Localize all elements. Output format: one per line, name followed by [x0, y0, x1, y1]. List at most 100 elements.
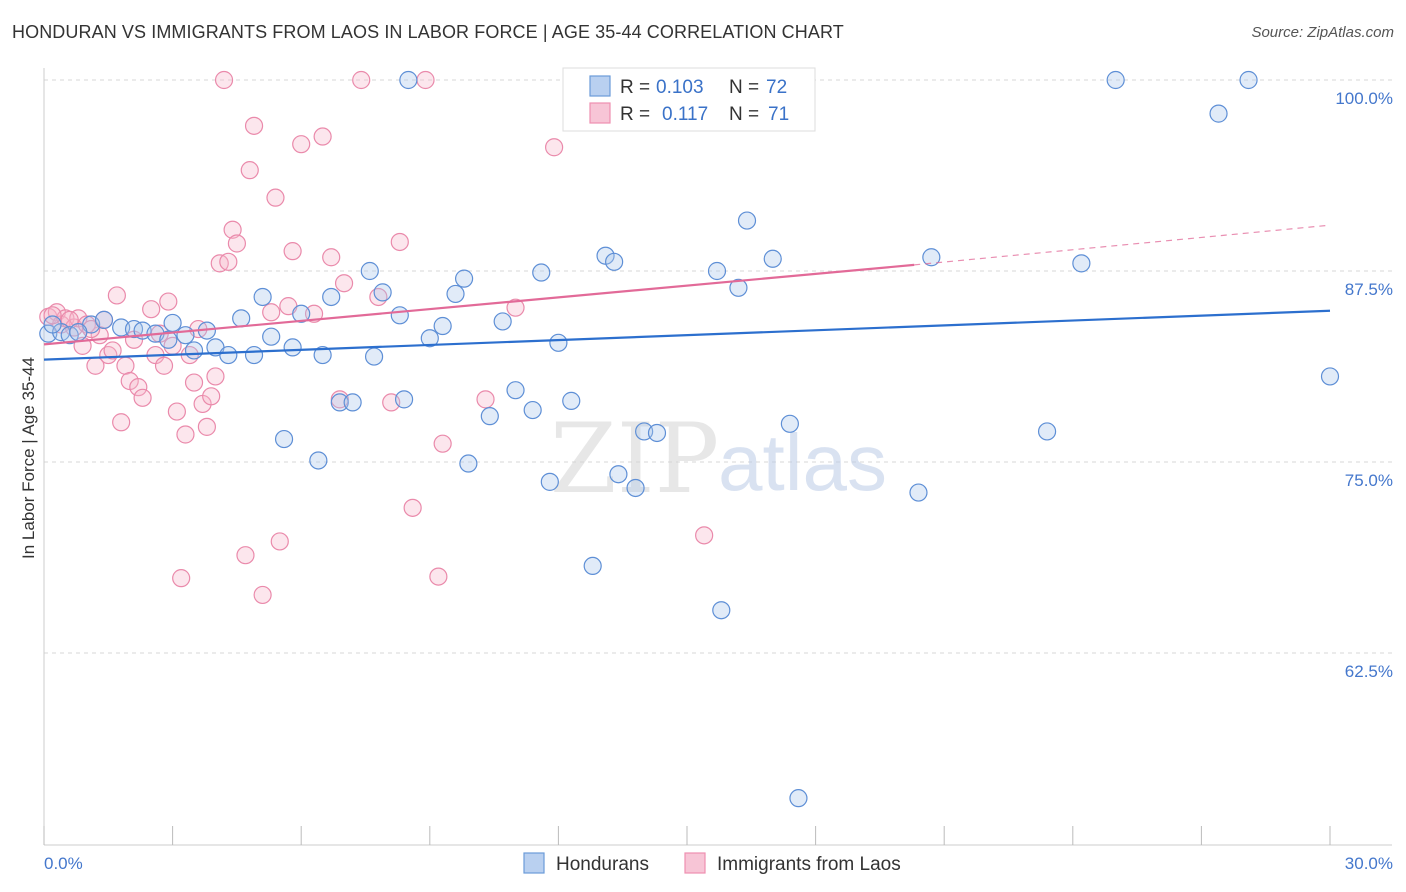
honduran-point — [283, 338, 302, 357]
honduran-point — [343, 393, 362, 412]
laos-point — [433, 434, 452, 453]
honduran-point — [763, 249, 782, 268]
honduran-point — [253, 287, 272, 307]
laos-point — [403, 498, 422, 517]
honduran-point — [43, 315, 62, 334]
laos-point — [545, 138, 564, 157]
honduran-point — [454, 269, 474, 288]
laos-point — [184, 373, 204, 392]
legend-r-label-2: R = — [620, 104, 650, 125]
legend-swatch-hondurans — [589, 75, 611, 97]
honduran-point — [163, 313, 182, 333]
honduran-point — [433, 316, 452, 336]
honduran-point — [94, 310, 114, 329]
laos-point — [223, 220, 242, 239]
honduran-point — [159, 330, 178, 349]
laos-point — [262, 303, 281, 322]
honduran-point — [322, 287, 341, 307]
honduran-point — [712, 601, 731, 620]
series-hondurans-points — [39, 70, 1340, 808]
laos-point — [270, 532, 289, 551]
source-label: Source: ZipAtlas.com — [1251, 24, 1394, 41]
x-tick-label: 30.0% — [1345, 854, 1393, 873]
honduran-point — [647, 423, 667, 443]
honduran-point — [420, 329, 439, 348]
honduran-point — [1072, 254, 1091, 273]
axes — [43, 68, 1392, 846]
laos-point — [129, 378, 148, 397]
honduran-point — [1239, 70, 1258, 90]
honduran-point — [390, 306, 409, 325]
honduran-point — [364, 347, 384, 366]
laos-point — [116, 356, 135, 375]
laos-point — [695, 526, 714, 545]
laos-point — [429, 567, 448, 586]
laos-point — [506, 298, 525, 317]
laos-point — [214, 70, 234, 90]
trend-line-laos-extension — [914, 224, 1331, 266]
honduran-point — [360, 261, 379, 281]
trend-line-hondurans — [43, 309, 1331, 361]
honduran-point — [69, 323, 88, 342]
legend-box: R = 0.103 N = 72 R = 0.117 N = 71 — [562, 67, 816, 132]
laos-point — [43, 306, 62, 325]
y-tick-label: 87.5% — [1345, 280, 1393, 299]
legend-swatch-laos — [589, 102, 611, 124]
laos-point — [154, 356, 174, 375]
honduran-point — [493, 312, 512, 331]
laos-point — [266, 188, 285, 207]
y-tick-label: 75.0% — [1345, 471, 1393, 490]
laos-point — [236, 546, 255, 565]
laos-point — [112, 413, 131, 432]
laos-point — [227, 234, 246, 253]
x-tick-label: 0.0% — [44, 854, 83, 873]
honduran-point — [1106, 70, 1125, 90]
laos-point — [167, 402, 186, 421]
laos-point — [159, 292, 178, 311]
legend-n-label-1: N = — [729, 77, 759, 98]
honduran-point — [506, 381, 525, 400]
honduran-point — [309, 451, 328, 470]
honduran-point — [1320, 367, 1340, 386]
bottom-legend-laos: Immigrants from Laos — [717, 854, 901, 875]
honduran-point — [789, 789, 808, 808]
laos-point — [206, 367, 225, 386]
laos-point — [107, 286, 126, 305]
bottom-legend: Hondurans Immigrants from Laos — [523, 852, 901, 875]
legend-r-value-2: 0.117 — [662, 104, 708, 125]
honduran-point — [609, 465, 628, 484]
laos-point — [142, 300, 161, 319]
honduran-point — [394, 390, 414, 409]
laos-point — [390, 232, 409, 252]
honduran-point — [1209, 104, 1228, 123]
legend-n-label-2: N = — [729, 104, 759, 125]
honduran-point — [1037, 422, 1057, 441]
honduran-point — [626, 478, 645, 498]
watermark-atlas: atlas — [718, 418, 887, 507]
legend-n-value-2: 71 — [768, 104, 789, 125]
y-tick-label: 62.5% — [1345, 662, 1393, 681]
laos-point — [133, 388, 152, 407]
honduran-point — [562, 391, 581, 410]
honduran-point — [737, 211, 757, 230]
laos-point — [240, 161, 259, 180]
bottom-legend-hondurans: Hondurans — [556, 854, 649, 875]
trend-line-laos — [43, 263, 915, 346]
honduran-point — [459, 454, 478, 473]
laos-point — [202, 387, 221, 406]
honduran-point — [313, 345, 332, 365]
legend-r-label-1: R = — [620, 77, 650, 98]
laos-point — [283, 242, 302, 261]
gridlines — [44, 79, 1392, 654]
laos-point — [103, 341, 122, 360]
honduran-point — [262, 327, 281, 346]
tick-labels: 62.5% 75.0% 87.5% 100.0% 0.0% 30.0% — [44, 89, 1393, 873]
honduran-point — [540, 472, 559, 491]
chart-title: HONDURAN VS IMMIGRANTS FROM LAOS IN LABO… — [12, 22, 844, 42]
honduran-point — [176, 326, 195, 345]
honduran-point — [532, 263, 551, 282]
laos-point — [334, 274, 354, 293]
honduran-point — [922, 248, 941, 267]
laos-point — [352, 70, 371, 90]
